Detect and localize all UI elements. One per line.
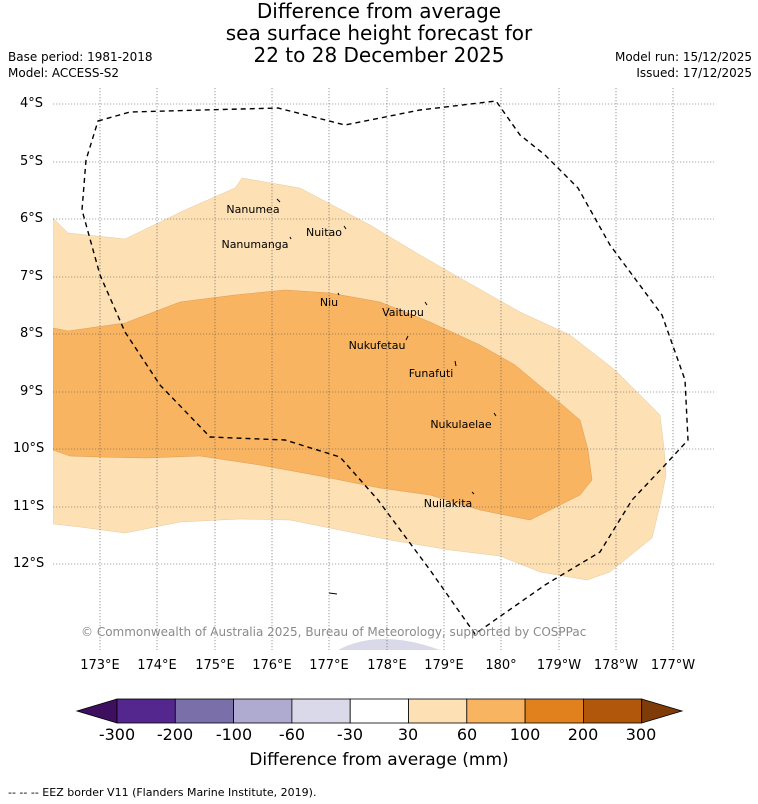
colorbar-segment-3 bbox=[233, 698, 293, 724]
colorbar-tick-4: -60 bbox=[278, 725, 306, 744]
island-label-nukulaelae: Nukulaelae bbox=[430, 418, 492, 431]
lat-label-10s: 10°S bbox=[13, 441, 45, 456]
colorbar-segment-8 bbox=[524, 698, 584, 724]
lat-label-7s: 7°S bbox=[20, 269, 44, 284]
island-label-vaitupu: Vaitupu bbox=[382, 306, 424, 319]
colorbar-tick-3: -100 bbox=[215, 725, 253, 744]
lon-label-174e: 174°E bbox=[137, 658, 177, 673]
lon-label-176e: 176°E bbox=[252, 658, 292, 673]
gridlines bbox=[53, 88, 714, 650]
lon-label-178w: 178°W bbox=[593, 658, 639, 673]
colorbar-tick-10: 300 bbox=[625, 725, 657, 744]
island-label-niu: Niu bbox=[319, 296, 339, 309]
issued-date: Issued: 17/12/2025 bbox=[636, 66, 752, 80]
colorbar-tick-6: 30 bbox=[397, 725, 419, 744]
island-label-nanumea: Nanumea bbox=[226, 203, 280, 216]
lon-label-179w: 179°W bbox=[536, 658, 582, 673]
island-label-nuitao: Nuitao bbox=[305, 226, 343, 239]
anomaly-band-60-100 bbox=[53, 289, 593, 521]
base-info: Base period: 1981-2018 Model: ACCESS-S2 bbox=[8, 49, 153, 81]
colorbar-segment-6 bbox=[408, 698, 468, 724]
island-label-nukufetau: Nukufetau bbox=[348, 339, 406, 352]
copyright-notice: © Commonwealth of Australia 2025, Bureau… bbox=[81, 625, 587, 639]
colorbar-segment-4 bbox=[291, 698, 351, 724]
colorbar-tick-5: -30 bbox=[336, 725, 364, 744]
colorbar-tick-8: 100 bbox=[509, 725, 541, 744]
colorbar-under-arrow bbox=[75, 698, 118, 724]
lat-label-11s: 11°S bbox=[13, 499, 45, 514]
run-info: Model run: 15/12/2025 Issued: 17/12/2025 bbox=[615, 49, 752, 81]
colorbar-segment-9 bbox=[583, 698, 643, 724]
eez-footnote: -- -- -- EEZ border V11 (Flanders Marine… bbox=[8, 786, 317, 799]
lat-label-4s: 4°S bbox=[20, 96, 44, 111]
lat-label-9s: 9°S bbox=[20, 384, 44, 399]
title-line-1: Difference from average bbox=[256, 0, 502, 23]
island-markers bbox=[276, 198, 497, 595]
anomaly-patch-negative bbox=[338, 639, 440, 650]
map-title: Difference from average sea surface heig… bbox=[0, 0, 758, 66]
title-line-3: 22 to 28 December 2025 bbox=[253, 43, 505, 67]
base-period: Base period: 1981-2018 bbox=[8, 50, 153, 64]
island-label-funafuti: Funafuti bbox=[408, 367, 454, 380]
lon-label-180: 180° bbox=[485, 658, 517, 673]
colorbar-segment-2 bbox=[174, 698, 235, 724]
colorbar-segment-1 bbox=[116, 698, 176, 724]
lon-label-179e: 179°E bbox=[424, 658, 464, 673]
lon-label-178e: 178°E bbox=[367, 658, 407, 673]
lat-label-8s: 8°S bbox=[20, 326, 44, 341]
colorbar-label: Difference from average (mm) bbox=[249, 750, 509, 770]
model-run: Model run: 15/12/2025 bbox=[614, 50, 752, 64]
colorbar-tick-9: 200 bbox=[567, 725, 599, 744]
island-label-nanumanga: Nanumanga bbox=[221, 238, 289, 251]
lon-label-175e: 175°E bbox=[195, 658, 235, 673]
lat-label-6s: 6°S bbox=[20, 211, 44, 226]
colorbar-tick-1: -300 bbox=[98, 725, 136, 744]
island-label-nuilakita: Nuilakita bbox=[423, 497, 473, 510]
colorbar-segment-7 bbox=[466, 698, 526, 724]
lon-label-177e: 177°E bbox=[309, 658, 349, 673]
colorbar-tick-2: -200 bbox=[156, 725, 194, 744]
colorbar-over-arrow bbox=[641, 698, 684, 724]
model-name: Model: ACCESS-S2 bbox=[8, 66, 120, 80]
lat-label-5s: 5°S bbox=[20, 154, 44, 169]
colorbar bbox=[75, 698, 684, 724]
lat-label-12s: 12°S bbox=[13, 556, 45, 571]
lon-label-173e: 173°E bbox=[80, 658, 120, 673]
lon-label-177w: 177°W bbox=[650, 658, 696, 673]
title-line-2: sea surface height forecast for bbox=[225, 21, 533, 45]
colorbar-segment-5 bbox=[349, 698, 409, 724]
colorbar-tick-7: 60 bbox=[456, 725, 478, 744]
